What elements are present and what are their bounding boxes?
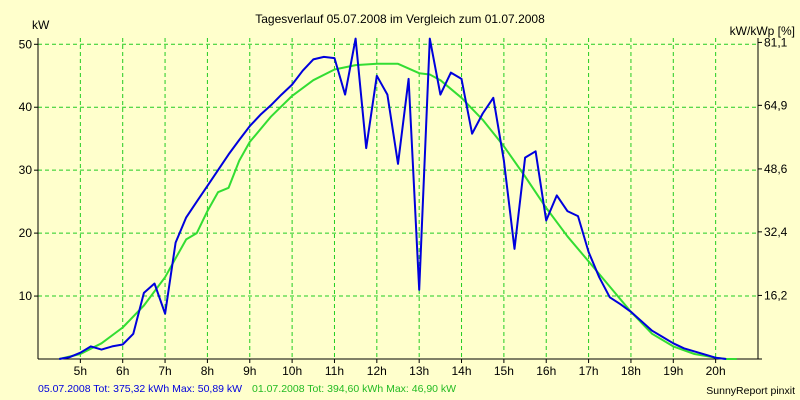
series-line-01-07-2008 xyxy=(58,62,737,360)
y-tick-label-right: 48,6 xyxy=(764,162,788,176)
y-tick-label-right: 32,4 xyxy=(764,225,788,239)
x-tick-label: 7h xyxy=(158,364,171,378)
y-tick-label-left: 20 xyxy=(19,226,33,240)
y-tick-label-right: 81,1 xyxy=(764,35,788,49)
y-tick-label-right: 16,2 xyxy=(764,288,788,302)
y-axis-label-right: kW/kWp [%] xyxy=(730,24,795,38)
footer-credit: SunnyReport pinxit xyxy=(706,385,795,397)
x-tick-label: 9h xyxy=(243,364,256,378)
x-tick-label: 10h xyxy=(282,364,302,378)
y-tick-label-left: 30 xyxy=(19,163,33,177)
y-tick-label-right: 64,9 xyxy=(764,98,788,112)
x-tick-label: 20h xyxy=(706,364,726,378)
footer-series2-summary: 01.07.2008 Tot: 394,60 kWh Max: 46,90 kW xyxy=(252,383,456,395)
x-tick-label: 8h xyxy=(201,364,214,378)
x-tick-label: 14h xyxy=(452,364,472,378)
x-tick-label: 11h xyxy=(325,364,344,378)
x-tick-label: 18h xyxy=(621,364,641,378)
series-group xyxy=(58,37,737,360)
series-line-05-07-2008 xyxy=(59,37,727,360)
x-tick-label: 6h xyxy=(116,364,129,378)
y-axis-label-left: kW xyxy=(32,18,50,32)
y-tick-label-left: 10 xyxy=(19,289,33,303)
y-tick-label-left: 50 xyxy=(19,37,33,51)
x-tick-label: 12h xyxy=(367,364,387,378)
x-tick-label: 15h xyxy=(494,364,514,378)
footer-series1-summary: 05.07.2008 Tot: 375,32 kWh Max: 50,89 kW xyxy=(38,383,242,395)
labels: Tagesverlauf 05.07.2008 im Vergleich zum… xyxy=(32,12,795,397)
x-tick-label: 16h xyxy=(536,364,556,378)
chart-title: Tagesverlauf 05.07.2008 im Vergleich zum… xyxy=(255,12,545,26)
axes: 5h 6h 7h 8h 9h 10h 11h 12h 13h 14h 15h 16h 17h 18h 19h… xyxy=(19,35,788,378)
x-tick-label: 19h xyxy=(663,364,683,378)
x-tick-label: 13h xyxy=(409,364,429,378)
x-tick-label: 5h xyxy=(74,364,87,378)
x-tick-label: 17h xyxy=(579,364,599,378)
y-tick-label-left: 40 xyxy=(19,100,33,114)
